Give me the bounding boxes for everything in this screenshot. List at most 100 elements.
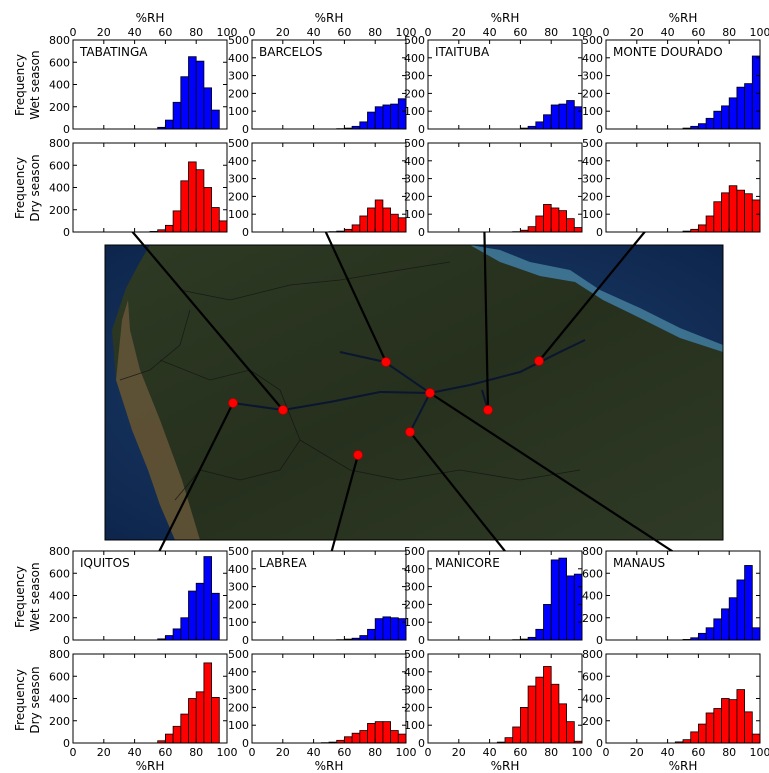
bar <box>736 689 746 744</box>
y-tick-label: 100 <box>404 719 425 732</box>
bar <box>736 86 746 130</box>
y-tick-label: 100 <box>228 208 249 221</box>
y-tick-label: 300 <box>228 684 249 697</box>
y-tick-label: 200 <box>228 87 249 100</box>
bar <box>535 215 544 233</box>
y-tick-label: 200 <box>582 612 603 625</box>
y-tick-label: 0 <box>63 737 70 750</box>
bar <box>367 111 376 130</box>
y-tick-label: 200 <box>49 612 70 625</box>
x-tick-label: 0 <box>425 26 432 39</box>
y-tick-label: 400 <box>582 155 603 168</box>
bar <box>721 698 730 744</box>
y-tick-label: 200 <box>404 190 425 203</box>
bar <box>558 210 568 233</box>
bar <box>382 721 391 744</box>
x-tick-label: 60 <box>158 26 172 39</box>
x-tick-label: 80 <box>722 746 736 759</box>
bar <box>721 105 730 130</box>
x-tick-label: 60 <box>513 746 527 759</box>
bar <box>203 87 212 130</box>
x-tick-label: 60 <box>337 746 351 759</box>
bar <box>573 573 583 641</box>
x-tick-label: 40 <box>483 746 497 759</box>
bar <box>550 207 560 233</box>
y-tick-label: 300 <box>582 70 603 83</box>
y-tick-label: 500 <box>228 137 249 150</box>
bar <box>203 556 212 641</box>
x-tick-label: 40 <box>661 746 675 759</box>
y-tick-label: 200 <box>228 701 249 714</box>
y-tick-label: 400 <box>404 563 425 576</box>
row-label-season: Wet season <box>28 50 42 119</box>
x-axis-label: %RH <box>315 11 344 25</box>
y-tick-label: 800 <box>49 137 70 150</box>
y-tick-label: 800 <box>49 648 70 661</box>
bar <box>164 733 174 744</box>
bar <box>520 707 529 744</box>
y-tick-label: 200 <box>404 598 425 611</box>
y-tick-label: 200 <box>49 204 70 217</box>
y-tick-label: 600 <box>49 567 70 580</box>
x-tick-label: 100 <box>750 26 769 39</box>
bar <box>558 557 568 641</box>
x-axis-label: %RH <box>136 759 165 773</box>
y-tick-label: 300 <box>404 70 425 83</box>
y-tick-label: 300 <box>228 581 249 594</box>
map-borders <box>119 261 581 501</box>
bar <box>721 192 730 233</box>
y-tick-label: 200 <box>228 598 249 611</box>
bar <box>203 187 212 233</box>
bar <box>566 721 575 744</box>
row-label-season: Wet season <box>28 562 42 631</box>
bar <box>351 732 361 744</box>
y-tick-label: 800 <box>582 648 603 661</box>
bar <box>188 698 197 744</box>
y-tick-label: 500 <box>404 137 425 150</box>
histogram-barcelos-dry: 0 100 200 300 400 500 <box>228 137 407 239</box>
bar <box>180 76 189 130</box>
y-tick-label: 400 <box>582 52 603 65</box>
x-tick-label: 20 <box>276 746 290 759</box>
bar <box>188 590 197 641</box>
x-axis-label: %RH <box>491 11 520 25</box>
bar <box>721 608 730 641</box>
bar <box>359 730 368 744</box>
bar <box>744 193 753 233</box>
bar <box>728 97 738 130</box>
y-tick-label: 400 <box>404 52 425 65</box>
bar <box>172 628 182 641</box>
x-tick-label: 100 <box>396 26 417 39</box>
marker-monte-dourado <box>534 356 544 366</box>
bar <box>211 109 220 130</box>
y-tick-label: 400 <box>49 182 70 195</box>
x-axis-label: %RH <box>669 11 698 25</box>
y-tick-label: 200 <box>404 701 425 714</box>
marker-itaituba <box>483 405 493 415</box>
y-tick-label: 800 <box>582 545 603 558</box>
bar <box>180 713 189 744</box>
histogram-manicore-wet: 0 100 200 300 400 500 MANICORE <box>404 545 583 647</box>
bar <box>390 730 399 744</box>
row-label-bottom-dry: Frequency Dry season <box>13 666 42 733</box>
x-tick-label: 80 <box>368 26 382 39</box>
bar <box>713 708 722 744</box>
y-tick-label: 100 <box>404 208 425 221</box>
bar <box>698 123 707 130</box>
x-axis-label: %RH <box>136 11 165 25</box>
x-tick-label: 0 <box>603 746 610 759</box>
map-coast-shelf <box>470 245 723 352</box>
bar <box>359 215 368 233</box>
y-tick-label: 400 <box>228 666 249 679</box>
x-tick-label: 100 <box>572 746 593 759</box>
plot-frame <box>427 142 583 233</box>
y-tick-label: 500 <box>404 34 425 47</box>
bar <box>744 565 753 641</box>
connector-tabatinga <box>113 209 284 411</box>
bar <box>573 227 583 233</box>
bar <box>211 696 220 744</box>
bar <box>550 559 560 641</box>
y-tick-label: 0 <box>596 226 603 239</box>
